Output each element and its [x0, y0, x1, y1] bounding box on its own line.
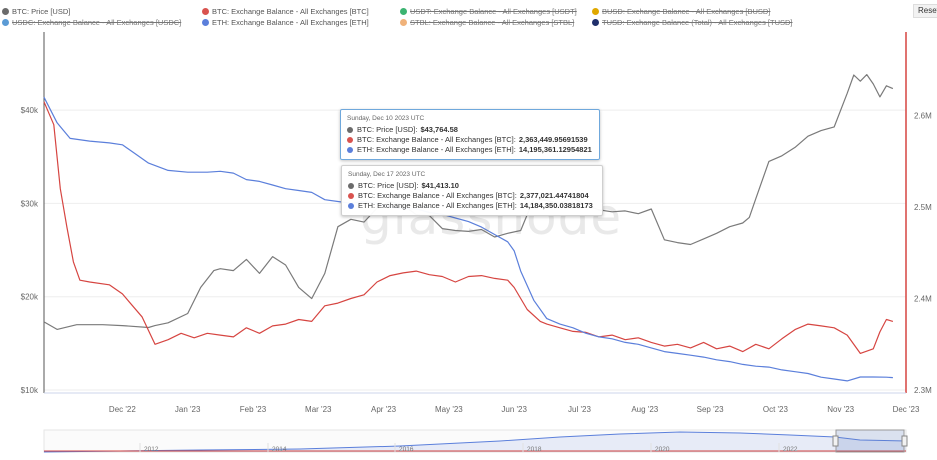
- tooltip-row-btc-price: BTC: Price [USD]: $41,413.10: [348, 181, 596, 191]
- navigator-year-label: 2022: [783, 446, 798, 453]
- legend-color-dot: [400, 7, 407, 15]
- y-right-tick-label: 2.3M: [914, 386, 932, 395]
- x-tick-label: Jun '23: [501, 405, 527, 414]
- tooltip-row-eth-balance: ETH: Exchange Balance - All Exchanges [E…: [347, 145, 593, 155]
- navigator-year-label: 2020: [655, 446, 670, 453]
- legend-item[interactable]: USDC: Exchange Balance - All Exchanges […: [2, 16, 181, 28]
- series-line: [43, 96, 893, 382]
- legend-label: TUSD: Exchange Balance (Total) - All Exc…: [602, 17, 793, 27]
- x-tick-label: Jul '23: [568, 405, 591, 414]
- legend-color-dot: [2, 18, 9, 26]
- x-tick-label: Mar '23: [305, 405, 332, 414]
- chart-legend: BTC: Price [USD] BTC: Exchange Balance - …: [0, 2, 900, 28]
- navigator-line: [43, 431, 907, 453]
- navigator-handle: [832, 435, 839, 447]
- legend-color-dot: [202, 18, 209, 26]
- legend-label: BTC: Price [USD]: [12, 6, 71, 16]
- navigator-handle: [901, 435, 908, 447]
- tooltip-dec-10: Sunday, Dec 10 2023 UTC BTC: Price [USD]…: [340, 109, 600, 160]
- navigator-selection: [835, 429, 905, 453]
- x-tick-label: Oct '23: [763, 405, 789, 414]
- x-tick-label: Apr '23: [371, 405, 397, 414]
- x-tick-label: Nov '23: [827, 405, 854, 414]
- legend-item[interactable]: STBL: Exchange Balance - All Exchanges […: [400, 16, 574, 28]
- legend-label: USDC: Exchange Balance - All Exchanges […: [12, 17, 182, 27]
- reset-zoom-button[interactable]: Reset: [913, 4, 937, 18]
- legend-item[interactable]: USDT: Exchange Balance - All Exchanges […: [400, 5, 577, 17]
- legend-item[interactable]: ETH: Exchange Balance - All Exchanges [E…: [202, 16, 369, 28]
- legend-color-dot: [400, 18, 407, 26]
- x-tick-label: Dec '23: [893, 405, 920, 414]
- legend-color-dot: [592, 7, 599, 15]
- y-right-tick-label: 2.4M: [914, 295, 932, 304]
- legend-color-dot: [592, 18, 599, 26]
- y-left-tick-label: $30k: [21, 199, 39, 208]
- series-line: [43, 74, 894, 330]
- tooltip-date: Sunday, Dec 10 2023 UTC: [347, 115, 425, 122]
- navigator-year-label: 2014: [272, 446, 287, 453]
- legend-item[interactable]: BUSD: Exchange Balance - All Exchanges […: [592, 5, 770, 17]
- legend-label: BTC: Exchange Balance - All Exchanges [B…: [212, 6, 369, 16]
- y-right-tick-label: 2.6M: [914, 112, 932, 121]
- legend-color-dot: [202, 7, 209, 15]
- legend-label: BUSD: Exchange Balance - All Exchanges […: [602, 6, 771, 16]
- y-left-tick-label: $10k: [21, 386, 39, 395]
- legend-item[interactable]: BTC: Exchange Balance - All Exchanges [B…: [202, 5, 369, 17]
- legend-label: STBL: Exchange Balance - All Exchanges […: [410, 17, 575, 27]
- x-tick-label: May '23: [435, 405, 463, 414]
- x-tick-label: Sep '23: [697, 405, 724, 414]
- tooltip-date: Sunday, Dec 17 2023 UTC: [348, 171, 426, 178]
- navigator-year-label: 2016: [399, 446, 414, 453]
- tooltip-row-eth-balance: ETH: Exchange Balance - All Exchanges [E…: [348, 201, 596, 211]
- x-tick-label: Jan '23: [175, 405, 201, 414]
- navigator-year-label: 2018: [527, 446, 542, 453]
- tooltip-row-btc-balance: BTC: Exchange Balance - All Exchanges [B…: [348, 191, 596, 201]
- legend-label: ETH: Exchange Balance - All Exchanges [E…: [212, 17, 369, 27]
- tooltip-row-btc-price: BTC: Price [USD]: $43,764.58: [347, 125, 593, 135]
- y-left-tick-label: $40k: [21, 106, 39, 115]
- y-left-tick-label: $20k: [21, 293, 39, 302]
- legend-item[interactable]: BTC: Price [USD]: [2, 5, 70, 17]
- navigator-area: [44, 432, 906, 452]
- x-tick-label: Feb '23: [240, 405, 267, 414]
- legend-item[interactable]: TUSD: Exchange Balance (Total) - All Exc…: [592, 16, 793, 28]
- legend-label: USDT: Exchange Balance - All Exchanges […: [410, 6, 577, 16]
- x-tick-label: Dec '22: [109, 405, 136, 414]
- tooltip-dec-17: Sunday, Dec 17 2023 UTC BTC: Price [USD]…: [341, 165, 603, 216]
- y-right-tick-label: 2.5M: [914, 203, 932, 212]
- series-line: [43, 101, 894, 354]
- legend-color-dot: [2, 7, 9, 15]
- tooltip-row-btc-balance: BTC: Exchange Balance - All Exchanges [B…: [347, 135, 593, 145]
- navigator-year-label: 2012: [144, 446, 159, 453]
- x-tick-label: Aug '23: [631, 405, 658, 414]
